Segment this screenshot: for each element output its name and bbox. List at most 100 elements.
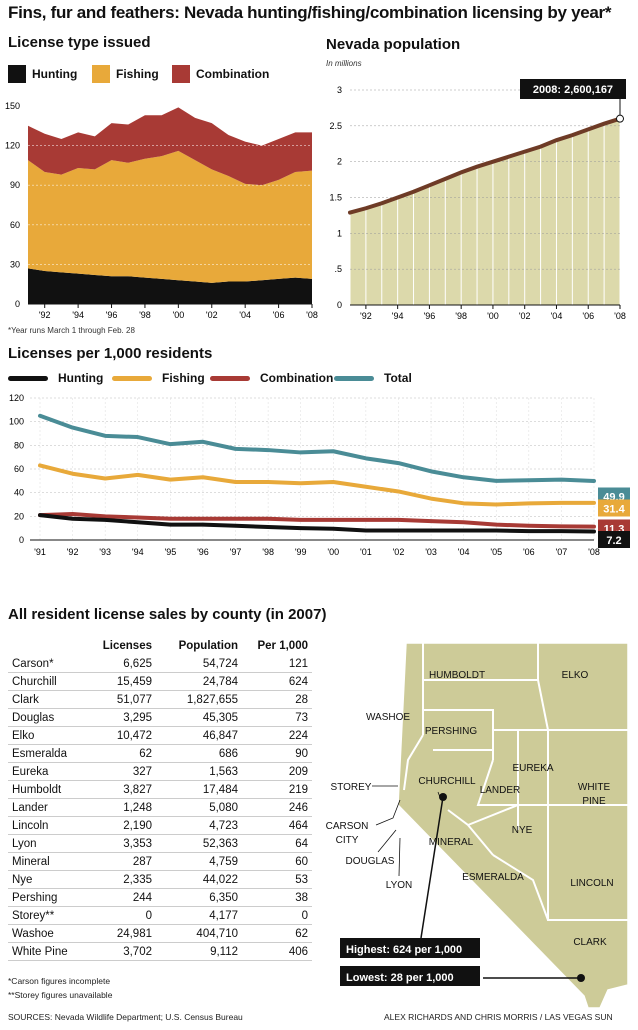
county-per-thousand: 60	[242, 852, 312, 871]
legend-hunting-swatch	[8, 65, 26, 83]
x-tick-label: '03	[425, 547, 437, 557]
table-row: Lyon 3,353 52,363 64	[8, 834, 312, 853]
county-population: 24,784	[156, 672, 242, 691]
county-per-thousand: 90	[242, 744, 312, 763]
label-washoe: WASHOE	[366, 712, 410, 723]
x-tick-label: '96	[424, 311, 436, 321]
x-tick-label: '96	[106, 310, 118, 320]
county-name: Lincoln	[8, 816, 86, 835]
x-tick-label: '99	[295, 547, 307, 557]
area-fishing	[28, 150, 312, 283]
county-population: 4,723	[156, 816, 242, 835]
y-tick-label: 40	[14, 488, 24, 498]
population-chart: 0 .5 1 1.5 2 2.5 3 '92 '94 '96 '98 '00 '02 '04 '06 '08 2…	[329, 79, 626, 321]
y-tick-label: 3	[337, 85, 342, 95]
county-name: Lander	[8, 798, 86, 817]
county-per-thousand: 0	[242, 906, 312, 925]
label-white: WHITE	[578, 782, 611, 793]
x-tick-label: '98	[139, 310, 151, 320]
per-thousand-title: Licenses per 1,000 residents	[8, 345, 213, 362]
county-name: Pershing	[8, 888, 86, 907]
y-tick-label: 0	[15, 299, 20, 309]
county-licenses: 24,981	[86, 924, 156, 943]
label-city: CITY	[336, 835, 359, 846]
county-per-thousand: 64	[242, 834, 312, 853]
county-licenses: 287	[86, 852, 156, 871]
legend2-combination-line	[210, 375, 250, 381]
label-carson: CARSON	[326, 821, 369, 832]
label-douglas: DOUGLAS	[346, 856, 395, 867]
county-name: Storey**	[8, 906, 86, 925]
y-tick-label: 2.5	[329, 121, 342, 131]
legend-hunting-label: Hunting	[32, 67, 78, 81]
line-total	[38, 413, 596, 483]
legend2-total-label: Total	[384, 371, 412, 385]
x-tick-label: '02	[393, 547, 405, 557]
legend2-hunting-label: Hunting	[58, 371, 104, 385]
county-licenses: 0	[86, 906, 156, 925]
y-tick-label: 30	[10, 259, 20, 269]
x-tick-label: '93	[99, 547, 111, 557]
endpoint-marker	[616, 114, 624, 123]
x-tick-label: '08	[588, 547, 600, 557]
end-label-hunting: 7.2	[606, 535, 621, 547]
y-tick-label: 1	[337, 228, 342, 238]
y-tick-label: 0	[337, 300, 342, 310]
county-name: Clark	[8, 690, 86, 709]
county-per-thousand: 28	[242, 690, 312, 709]
county-name: Carson*	[8, 655, 86, 673]
county-per-thousand: 73	[242, 708, 312, 727]
x-tick-label: '04	[458, 547, 470, 557]
label-elko: ELKO	[562, 670, 589, 681]
table-row: White Pine 3,702 9,112 406	[8, 942, 312, 961]
county-population: 404,710	[156, 924, 242, 943]
x-tick-label: '00	[172, 310, 184, 320]
x-tick-label: '94	[72, 310, 84, 320]
y-tick-label: 120	[5, 141, 20, 151]
county-per-thousand: 38	[242, 888, 312, 907]
y-tick-label: 2	[337, 157, 342, 167]
county-table: Licenses Population Per 1,000 Carson* 6,6…	[8, 640, 312, 961]
x-tick-label: '06	[273, 310, 285, 320]
label-lander: LANDER	[480, 785, 521, 796]
table-row: Humboldt 3,827 17,484 219	[8, 780, 312, 799]
county-licenses: 244	[86, 888, 156, 907]
county-licenses: 6,625	[86, 655, 156, 673]
x-tick-label: '06	[582, 311, 594, 321]
legend-combination-swatch	[172, 65, 190, 83]
line-hunting	[38, 513, 596, 534]
county-population: 5,080	[156, 798, 242, 817]
county-licenses: 1,248	[86, 798, 156, 817]
county-population: 1,563	[156, 762, 242, 781]
x-tick-label: '04	[551, 311, 563, 321]
table-row: Lander 1,248 5,080 246	[8, 798, 312, 817]
legend2-fishing-label: Fishing	[162, 371, 205, 385]
legend-hunting: Hunting	[8, 65, 77, 83]
annotation-label: 2008: 2,600,167	[533, 84, 613, 96]
label-lincoln: LINCOLN	[570, 878, 613, 889]
x-tick-label: '08	[306, 310, 318, 320]
table-row: Douglas 3,295 45,305 73	[8, 708, 312, 727]
lowest-label: Lowest: 28 per 1,000	[346, 972, 454, 984]
table-row: Clark 51,077 1,827,655 28	[8, 690, 312, 709]
end-label-box-fishing	[598, 499, 630, 517]
legend-fishing-label: Fishing	[116, 67, 159, 81]
area-hunting	[28, 268, 312, 304]
county-name: Lyon	[8, 834, 86, 853]
y-tick-label: 0	[19, 535, 24, 545]
lowest-box	[340, 966, 480, 986]
table-row: Elko 10,472 46,847 224	[8, 726, 312, 745]
col-licenses: Licenses	[102, 640, 152, 652]
legend-fishing: Fishing	[92, 65, 159, 83]
label-lyon: LYON	[386, 880, 413, 891]
y-tick-label: 120	[9, 393, 24, 403]
population-ylabel: In millions	[326, 59, 362, 68]
credit: ALEX RICHARDS AND CHRIS MORRIS / LAS VEG…	[384, 1012, 613, 1022]
x-tick-label: '92	[67, 547, 79, 557]
nevada-map: HUMBOLDT ELKO WASHOE PERSHING CHURCHILL …	[326, 642, 629, 1009]
county-population: 17,484	[156, 780, 242, 799]
year-footnote: *Year runs March 1 through Feb. 28	[8, 326, 135, 335]
county-per-thousand: 246	[242, 798, 312, 817]
county-population: 54,724	[156, 655, 242, 673]
county-population: 1,827,655	[156, 690, 242, 709]
